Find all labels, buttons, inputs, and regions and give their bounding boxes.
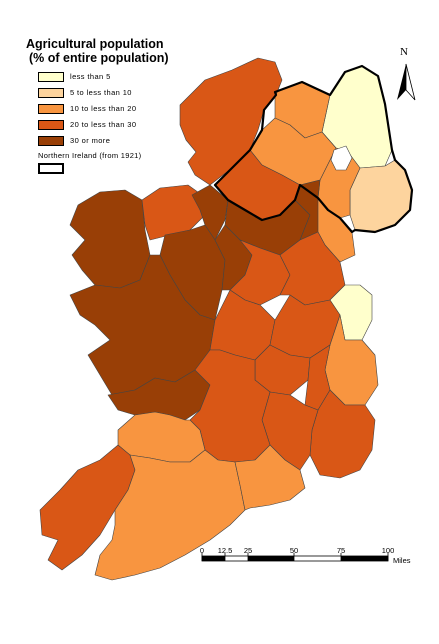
county-donegal: [179, 57, 283, 186]
legend-label: less than 5: [70, 72, 111, 81]
belfast-city: [330, 145, 353, 171]
legend-title: Agricultural population: [26, 37, 164, 51]
republic-of-ireland: [39, 57, 379, 581]
legend-swatch: [38, 119, 64, 130]
north-arrow-icon: [397, 63, 416, 101]
legend-item-30-or-more: 30 or more: [38, 135, 110, 146]
county-leitrim: [191, 184, 229, 241]
legend-label: 30 or more: [70, 136, 111, 145]
legend-item-less-than-5: less than 5: [38, 71, 111, 82]
northern-ireland-border: [213, 64, 414, 234]
county-waterford: [234, 444, 306, 511]
legend-item-10-to-20: 10 to less than 20: [38, 103, 136, 114]
north-label: N: [400, 46, 408, 58]
scale-tick-100: 100: [381, 546, 395, 555]
legend-item-20-to-30: 20 to less than 30: [38, 119, 136, 130]
legend-swatch: [38, 135, 64, 146]
legend-ni-label: Northern Ireland (from 1921): [38, 151, 142, 160]
legend-label: 10 to less than 20: [70, 104, 137, 113]
scale-tick-12-5: 12.5: [217, 546, 233, 555]
scale-tick-25: 25: [243, 546, 253, 555]
legend-swatch: [38, 103, 64, 114]
legend-subtitle: (% of entire population): [29, 51, 169, 65]
scale-unit: Miles: [393, 556, 411, 565]
northern-ireland: [214, 65, 413, 233]
county-cork: [94, 449, 246, 581]
county-mayo: [69, 189, 151, 289]
legend-item-5-to-10: 5 to less than 10: [38, 87, 132, 98]
scale-tick-50: 50: [289, 546, 299, 555]
legend-ni-swatch: [38, 163, 64, 174]
county-sligo: [141, 184, 206, 241]
scale-tick-0: 0: [199, 546, 205, 555]
legend-label: 5 to less than 10: [70, 88, 132, 97]
legend-swatch: [38, 71, 64, 82]
legend-label: 20 to less than 30: [70, 120, 137, 129]
scale-tick-75: 75: [336, 546, 346, 555]
scale-bar: [201, 553, 389, 562]
legend-swatch: [38, 87, 64, 98]
county-down: [349, 159, 413, 233]
